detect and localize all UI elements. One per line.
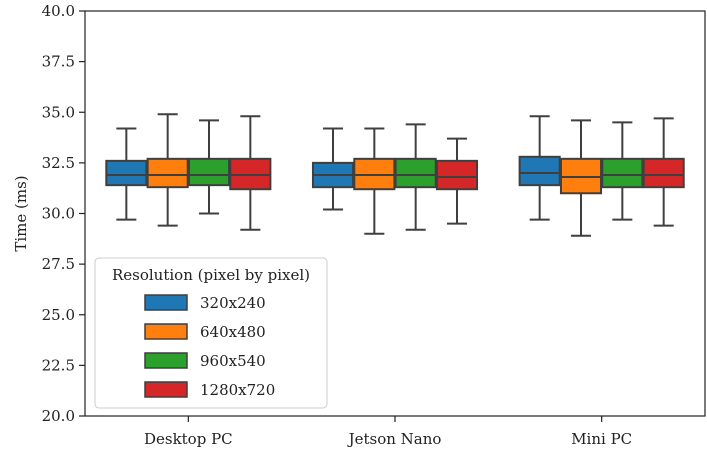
y-tick-label: 37.5: [42, 53, 75, 71]
legend-label: 640x480: [200, 323, 266, 341]
box-body: [105, 159, 148, 187]
box-320x240-jetson-nano: [311, 127, 355, 211]
box-1280x720-mini-pc: [642, 117, 685, 227]
y-tick-label: 20.0: [42, 407, 75, 425]
box-640x480-desktop-pc: [146, 113, 189, 227]
legend-swatch: [144, 323, 188, 340]
box-body: [559, 157, 603, 195]
x-tick-label: Jetson Nano: [347, 430, 442, 448]
legend-title: Resolution (pixel by pixel): [112, 266, 310, 284]
y-ticks: 20.0 22.5 25.0 27.5 30.0 32.5 35.0 37.5 40.0: [42, 2, 85, 425]
box-body: [353, 157, 396, 191]
x-tick-label: Desktop PC: [144, 430, 233, 448]
box-320x240-desktop-pc: [105, 127, 148, 221]
y-tick-label: 22.5: [42, 356, 75, 374]
box-body: [146, 157, 189, 189]
box-body: [642, 157, 685, 189]
box-320x240-mini-pc: [518, 115, 561, 221]
box-body: [435, 159, 479, 191]
box-960x540-jetson-nano: [394, 123, 437, 231]
legend-label: 960x540: [200, 352, 266, 370]
x-tick-label: Mini PC: [571, 430, 632, 448]
box-1280x720-desktop-pc: [229, 115, 272, 231]
box-960x540-mini-pc: [601, 121, 644, 221]
boxes-layer: [105, 113, 685, 237]
box-body: [518, 155, 561, 187]
box-640x480-jetson-nano: [353, 127, 396, 235]
y-tick-label: 35.0: [42, 103, 75, 121]
box-body: [187, 157, 231, 187]
legend-swatch: [144, 294, 188, 311]
box-1280x720-jetson-nano: [435, 137, 479, 225]
box-640x480-mini-pc: [559, 119, 603, 237]
x-ticks: Desktop PC Jetson Nano Mini PC: [144, 416, 632, 448]
legend-swatch: [144, 352, 188, 369]
y-axis-label: Time (ms): [12, 175, 30, 251]
y-tick-label: 30.0: [42, 205, 75, 223]
legend: Resolution (pixel by pixel) 320x240 640x4…: [94, 257, 328, 409]
y-tick-label: 25.0: [42, 306, 75, 324]
legend-label: 1280x720: [200, 381, 275, 399]
box-body: [394, 157, 437, 189]
box-body: [601, 157, 644, 189]
legend-swatch: [144, 381, 188, 398]
box-body: [229, 157, 272, 191]
y-tick-label: 32.5: [42, 154, 75, 172]
legend-label: 320x240: [200, 294, 266, 312]
box-960x540-desktop-pc: [187, 119, 231, 215]
y-tick-label: 27.5: [42, 255, 75, 273]
y-tick-label: 40.0: [42, 2, 75, 20]
